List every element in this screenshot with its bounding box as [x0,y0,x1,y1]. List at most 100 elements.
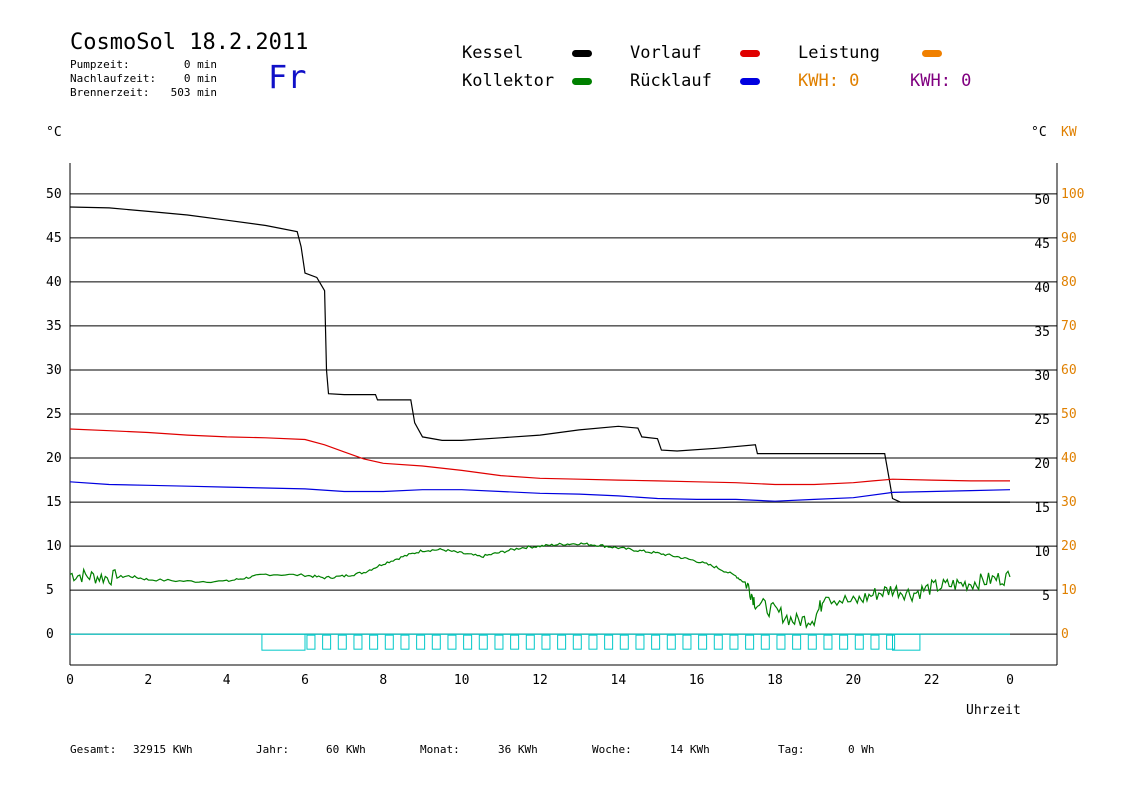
pulse-marker [713,634,723,650]
x-tick-label: 2 [144,673,152,688]
x-tick-label: 0 [1006,673,1014,688]
pulse-marker [447,634,457,650]
axes [69,163,1058,666]
y-tick-label-kw: 60 [1061,363,1077,378]
x-tick-label: 18 [767,673,783,688]
y-tick-label-right: 10 [1034,545,1050,560]
y-tick-label-right: 50 [1034,193,1050,208]
y-axis-unit-left: °C [46,125,62,140]
pulse-marker [416,634,426,650]
y-tick-label-kw: 100 [1061,187,1084,202]
y-tick-label-left: 20 [46,451,62,466]
y-tick-label-right: 45 [1034,237,1050,252]
legend-label: Kessel [462,43,524,63]
y-tick-label-right: 15 [1034,501,1050,516]
y-tick-label-left: 30 [46,363,62,378]
y-tick-label-right: 20 [1034,457,1050,472]
pulse-marker [698,634,708,650]
pulse-marker [760,634,770,650]
pulse-marker [745,634,755,650]
pulse-marker [635,634,645,650]
pulse-marker [510,634,520,650]
stat-label: Pumpzeit: [70,58,130,71]
y-axis-unit-right-kw: KW [1061,125,1077,140]
x-tick-label: 12 [532,673,548,688]
pulse-marker [892,633,921,651]
y-tick-label-left: 40 [46,275,62,290]
y-tick-label-kw: 20 [1061,539,1077,554]
pulse-marker [604,634,614,650]
pulse-marker [557,634,567,650]
summary-label: Jahr: [256,743,290,756]
y-tick-label-left: 35 [46,319,62,334]
pulse-marker [463,634,473,650]
pulse-marker [494,634,504,650]
stat-value: 0 min [183,58,217,71]
pulse-marker [792,634,802,650]
pulse-marker [870,634,880,650]
y-tick-label-left: 5 [46,583,54,598]
pulse-marker [322,634,332,650]
summary-label: Tag: [778,743,805,756]
pulse-marker [839,634,849,650]
pulse-marker [478,634,488,650]
summary-label: Gesamt: [70,743,117,756]
y-tick-label-right: 40 [1034,281,1050,296]
summary-value: 0 Wh [848,743,875,756]
summary-value: 60 KWh [326,743,366,756]
chart-title: CosmoSol 18.2.2011 [70,30,309,55]
legend-label: Leistung [798,43,880,63]
x-tick-label: 8 [379,673,387,688]
y-tick-label-left: 10 [46,539,62,554]
series-line-kollektor [69,542,1011,629]
pulse-marker [776,634,786,650]
pulse-marker [306,634,316,650]
pulse-marker [431,634,441,650]
pulse-marker [666,634,676,650]
pulse-marker [823,634,833,650]
summary-value: 32915 KWh [133,743,193,756]
y-tick-label-kw: 40 [1061,451,1077,466]
series-line-rücklauf [69,481,1011,502]
legend-swatch [572,50,592,57]
series-lines [69,206,1011,635]
pulse-marker [369,634,379,650]
series-line-kessel [69,206,1010,503]
pulse-marker [353,634,363,650]
y-tick-label-kw: 0 [1061,627,1069,642]
pulse-marker [525,634,535,650]
stat-value: 0 min [183,72,217,85]
y-tick-label-kw: 80 [1061,275,1077,290]
pulse-marker [261,633,306,651]
y-tick-label-kw: 70 [1061,319,1077,334]
x-tick-label: 16 [689,673,705,688]
x-axis-label: Uhrzeit [966,703,1021,718]
legend-swatch [572,78,592,85]
kwh-label: KWH: 0 [910,71,972,91]
pulse-marker [588,634,598,650]
y-tick-label-right: 35 [1034,325,1050,340]
x-tick-label: 22 [924,673,940,688]
y-tick-label-right: 25 [1034,413,1050,428]
legend-label: Vorlauf [630,43,702,63]
y-tick-label-kw: 30 [1061,495,1077,510]
pulse-marker [384,634,394,650]
pulse-marker [400,634,410,650]
y-tick-label-kw: 90 [1061,231,1077,246]
summary-value: 14 KWh [670,743,710,756]
series-line-vorlauf [69,428,1010,486]
weekday-label: Fr [268,58,307,96]
y-axis-unit-right: °C [1031,125,1047,140]
x-tick-label: 14 [611,673,627,688]
x-tick-label: 4 [223,673,231,688]
legend-swatch [740,50,760,57]
pulse-marker [886,634,896,650]
y-tick-label-left: 50 [46,187,62,202]
x-tick-label: 20 [846,673,862,688]
kwh-label: KWH: 0 [798,71,860,91]
y-tick-label-right: 30 [1034,369,1050,384]
summary-label: Woche: [592,743,632,756]
legend-swatch [740,78,760,85]
y-tick-label-left: 15 [46,495,62,510]
